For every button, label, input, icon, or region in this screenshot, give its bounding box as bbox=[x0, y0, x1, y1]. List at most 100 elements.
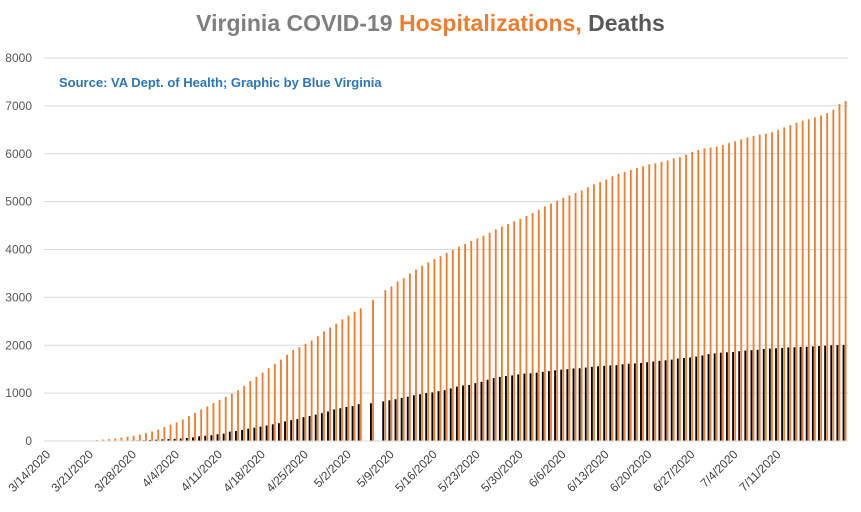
deaths-bar bbox=[787, 347, 790, 441]
hospitalizations-bar bbox=[807, 119, 810, 441]
hospitalizations-bar bbox=[372, 299, 374, 441]
hospitalizations-bar bbox=[476, 238, 479, 441]
x-tick-label: 6/13/2020 bbox=[564, 447, 612, 495]
deaths-bar bbox=[781, 347, 784, 441]
deaths-bar bbox=[541, 371, 544, 441]
deaths-bar bbox=[517, 374, 520, 441]
deaths-bar bbox=[535, 372, 538, 441]
hospitalizations-bar bbox=[685, 154, 687, 441]
hospitalizations-bar bbox=[243, 385, 246, 441]
hospitalizations-bar bbox=[764, 133, 767, 441]
hospitalizations-bar bbox=[826, 113, 829, 442]
deaths-bar bbox=[419, 394, 421, 441]
hospitalizations-bar bbox=[500, 226, 503, 441]
deaths-bar bbox=[198, 436, 201, 441]
hospitalizations-bar bbox=[728, 143, 730, 441]
hospitalizations-bar bbox=[464, 243, 467, 441]
hospitalizations-bar bbox=[789, 125, 792, 442]
deaths-bar bbox=[695, 356, 698, 441]
hospitalizations-bar bbox=[654, 163, 657, 441]
deaths-bar bbox=[799, 346, 802, 441]
x-tick-label: 5/23/2020 bbox=[435, 447, 483, 495]
hospitalizations-bar bbox=[568, 195, 571, 441]
deaths-bar bbox=[498, 376, 501, 441]
x-tick-label: 4/18/2020 bbox=[220, 447, 268, 495]
hospitalizations-bar bbox=[488, 232, 491, 441]
deaths-bar bbox=[210, 435, 213, 441]
hospitalizations-bar bbox=[402, 278, 405, 441]
y-tick-label: 1000 bbox=[5, 386, 32, 400]
hospitalizations-bar bbox=[292, 350, 295, 441]
deaths-bar bbox=[505, 375, 507, 441]
deaths-bar bbox=[719, 352, 722, 441]
y-axis: 0 1000 2000 3000 4000 5000 6000 7000 8000 bbox=[5, 51, 32, 448]
hospitalizations-bar bbox=[531, 213, 534, 441]
deaths-bar bbox=[633, 363, 636, 441]
deaths-bar bbox=[707, 354, 710, 441]
deaths-bar bbox=[818, 346, 820, 441]
deaths-bar bbox=[228, 431, 231, 441]
hospitalizations-bar bbox=[273, 363, 276, 441]
hospitalizations-bar bbox=[310, 340, 313, 441]
hospitalizations-bar bbox=[715, 146, 718, 441]
hospitalizations-bar bbox=[353, 311, 356, 441]
hospitalizations-bar bbox=[212, 403, 215, 441]
deaths-bar bbox=[578, 368, 581, 441]
deaths-bar bbox=[621, 364, 624, 441]
hospitalizations-bar bbox=[470, 240, 473, 441]
x-tick-label: 5/16/2020 bbox=[392, 447, 440, 495]
hospitalizations-bar bbox=[783, 127, 786, 441]
hospitalizations-bar bbox=[605, 179, 608, 442]
deaths-bar bbox=[271, 424, 274, 441]
deaths-bar bbox=[247, 428, 250, 441]
hospitalizations-bar bbox=[562, 197, 565, 441]
hospitalizations-bar bbox=[341, 319, 344, 441]
deaths-bar bbox=[314, 414, 317, 441]
deaths-bar bbox=[511, 375, 514, 441]
hospitalizations-bar bbox=[550, 203, 552, 441]
hospitalizations-bar bbox=[734, 141, 737, 442]
deaths-bar bbox=[333, 409, 336, 441]
hospitalizations-bar bbox=[163, 427, 166, 441]
y-tick-label: 7000 bbox=[5, 99, 32, 113]
deaths-bar bbox=[554, 370, 556, 441]
deaths-bar bbox=[308, 416, 311, 441]
deaths-bar bbox=[400, 397, 403, 441]
hospitalizations-bar bbox=[758, 134, 761, 441]
deaths-bar bbox=[646, 362, 649, 441]
hospitalizations-bar bbox=[298, 347, 301, 441]
hospitalizations-bar bbox=[145, 433, 147, 441]
deaths-bar bbox=[234, 431, 237, 441]
source-note: Source: VA Dept. of Health; Graphic by B… bbox=[59, 75, 382, 90]
deaths-bar bbox=[627, 363, 630, 441]
deaths-bar bbox=[437, 391, 440, 441]
deaths-bar bbox=[750, 350, 753, 441]
hospitalizations-bar bbox=[740, 139, 743, 441]
hospitalizations-bar bbox=[513, 221, 516, 441]
deaths-bar bbox=[566, 369, 569, 441]
deaths-bar bbox=[670, 359, 673, 441]
hospitalizations-bar bbox=[396, 281, 399, 441]
hospitalizations-bar bbox=[433, 259, 436, 441]
deaths-bar bbox=[486, 379, 489, 441]
deaths-bar bbox=[388, 400, 391, 441]
hospitalizations-bar bbox=[249, 381, 252, 441]
deaths-bar bbox=[560, 369, 563, 441]
deaths-bar bbox=[173, 438, 176, 441]
bar-series bbox=[87, 101, 847, 442]
hospitalizations-bar bbox=[801, 120, 804, 441]
hospitalizations-bar bbox=[543, 206, 546, 441]
hospitalizations-bar bbox=[237, 390, 239, 441]
hospitalizations-bar bbox=[126, 436, 129, 441]
hospitalizations-bar bbox=[323, 331, 325, 441]
deaths-bar bbox=[265, 425, 268, 441]
deaths-bar bbox=[370, 403, 372, 441]
hospitalizations-bar bbox=[593, 184, 595, 441]
hospitalizations-bar bbox=[494, 229, 497, 441]
deaths-bar bbox=[842, 344, 845, 441]
deaths-bar bbox=[756, 349, 759, 441]
hospitalizations-bar bbox=[206, 406, 209, 441]
hospitalizations-bar bbox=[304, 343, 307, 441]
deaths-bar bbox=[480, 381, 483, 441]
